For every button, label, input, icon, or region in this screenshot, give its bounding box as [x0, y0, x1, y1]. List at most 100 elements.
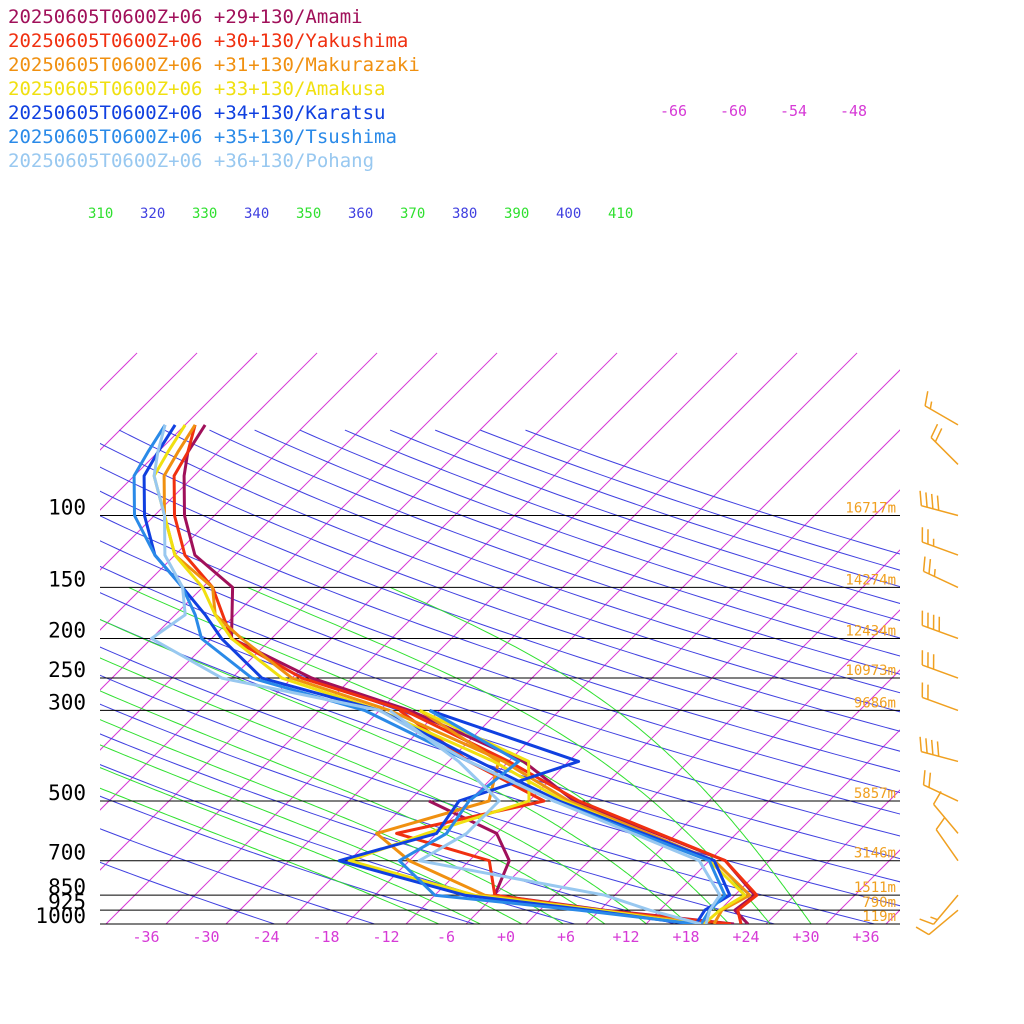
dry-adiabat-line [100, 540, 900, 815]
theta-label: 340 [244, 206, 269, 222]
height-label: 790m [862, 895, 896, 911]
theta-label: 410 [608, 206, 633, 222]
pressure-label: 925 [48, 890, 86, 914]
dry-adiabat-line [299, 429, 900, 639]
theta-label: 350 [296, 206, 321, 222]
temperature-tick-label: -18 [312, 928, 339, 946]
pressure-label: 1000 [35, 904, 86, 928]
height-label: 12434m [845, 623, 896, 639]
wind-barb [919, 736, 959, 763]
isotherm-line [100, 352, 318, 571]
dry-adiabat-line [254, 429, 900, 657]
isotherm-line [100, 352, 378, 631]
wind-barb [919, 894, 959, 925]
temperature-profile-line [162, 424, 752, 924]
temperature-tick-label: +36 [852, 928, 879, 946]
theta-label: 400 [556, 206, 581, 222]
wind-barb [935, 817, 959, 862]
theta-label: 320 [140, 206, 165, 222]
temperature-profile-line [172, 424, 759, 924]
dewpoint-profile-line [388, 709, 702, 924]
legend-entry: 20250605T0600Z+06 +30+130/Yakushima [8, 30, 409, 52]
dry-adiabat-line [209, 429, 900, 675]
wind-barb [924, 391, 959, 426]
dry-adiabat-line [100, 828, 377, 924]
dry-adiabat-line [480, 429, 900, 571]
legend-entry: 20250605T0600Z+06 +35+130/Tsushima [8, 126, 397, 148]
isotherm-line [765, 789, 900, 924]
dry-adiabat-line [435, 429, 900, 588]
isotherm-line [705, 729, 900, 924]
height-label: 5857m [854, 786, 896, 802]
temperature-tick-label: -12 [372, 928, 399, 946]
dry-adiabat-line [100, 442, 900, 732]
height-label: 10973m [845, 663, 896, 679]
temperature-profile-line [142, 424, 732, 924]
theta-label: 390 [504, 206, 529, 222]
pressure-label: 300 [48, 690, 86, 714]
temperature-tick-label: +18 [672, 928, 699, 946]
moist-adiabat-line [100, 787, 440, 924]
dry-adiabat-line [164, 429, 900, 694]
temperature-profile-line [150, 424, 722, 924]
isotherm-line [885, 909, 900, 924]
height-label: 14274m [845, 572, 896, 588]
dry-adiabat-line [100, 703, 777, 924]
temperature-tick-label: +6 [557, 928, 575, 946]
temperature-tick-label: +30 [792, 928, 819, 946]
pressure-label: 200 [48, 618, 86, 642]
isotherm-label: -66 [660, 102, 687, 120]
height-label: 3146m [854, 846, 896, 862]
isotherm-label: -54 [780, 102, 807, 120]
dry-adiabat-line [100, 565, 900, 837]
temperature-profile-line [132, 424, 727, 924]
wind-barb [921, 682, 959, 712]
pressure-label: 500 [48, 781, 86, 805]
dry-adiabat-line [100, 515, 900, 794]
wind-barb [915, 909, 959, 936]
temperature-tick-label: +12 [612, 928, 639, 946]
legend-entry: 20250605T0600Z+06 +33+130/Amakusa [8, 78, 386, 100]
theta-label: 310 [88, 206, 113, 222]
temperature-tick-label: +24 [732, 928, 759, 946]
dry-adiabat-line [100, 861, 277, 924]
temperature-tick-label: -30 [192, 928, 219, 946]
theta-label: 370 [400, 206, 425, 222]
temperature-tick-label: -36 [132, 928, 159, 946]
theta-label: 360 [348, 206, 373, 222]
legend-entry: 20250605T0600Z+06 +31+130/Makurazaki [8, 54, 420, 76]
wind-barb [930, 423, 959, 465]
wind-barb [922, 770, 959, 802]
dry-adiabat-line [100, 674, 877, 924]
height-label: 119m [862, 909, 896, 925]
height-label: 9686m [854, 695, 896, 711]
isotherm-label: -48 [840, 102, 867, 120]
pressure-label: 850 [48, 875, 86, 899]
temperature-tick-label: +0 [497, 928, 515, 946]
wind-barb [919, 490, 959, 517]
pressure-label: 150 [48, 567, 86, 591]
dry-adiabat-line [344, 429, 900, 622]
dry-adiabat-line [100, 466, 900, 752]
isotherm-line [100, 352, 198, 451]
dry-adiabat-line [525, 429, 900, 555]
height-label: 1511m [854, 880, 896, 896]
wind-barb [921, 527, 959, 556]
pressure-label: 700 [48, 841, 86, 865]
temperature-tick-label: -24 [252, 928, 279, 946]
moist-adiabat-line [247, 586, 771, 924]
legend-entry: 20250605T0600Z+06 +29+130/Amami [8, 6, 363, 28]
isotherm-line [645, 669, 900, 924]
dewpoint-profile-line [397, 709, 697, 924]
isotherm-label: -60 [720, 102, 747, 120]
moist-adiabat-line [100, 618, 689, 924]
height-label: 16717m [845, 501, 896, 517]
dry-adiabat-line [389, 429, 900, 604]
moist-adiabat-line [100, 767, 482, 924]
pressure-label: 100 [48, 496, 86, 520]
moist-adiabat-line [100, 744, 523, 924]
temperature-tick-label: -6 [437, 928, 455, 946]
theta-label: 380 [452, 206, 477, 222]
dry-adiabat-line [100, 490, 900, 773]
